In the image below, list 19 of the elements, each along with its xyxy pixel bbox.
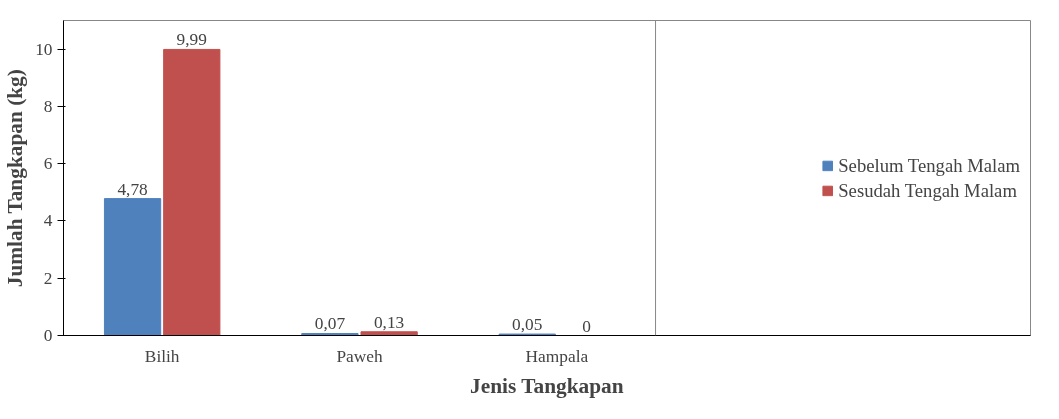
- legend-label: Sebelum Tengah Malam: [838, 154, 1020, 176]
- x-tick-label: Bilih: [144, 346, 180, 366]
- legend-label: Sesudah Tengah Malam: [838, 179, 1017, 201]
- y-tick-label: 8: [43, 96, 53, 116]
- y-tick-label: 2: [43, 268, 53, 288]
- data-label: 0,13: [373, 312, 405, 332]
- data-label: 4,78: [117, 179, 148, 199]
- y-axis-title: Jumlah Tangkapan (kg): [3, 69, 28, 288]
- y-tick-label: 10: [35, 39, 53, 59]
- data-label: 0,05: [512, 315, 543, 335]
- data-label: 0,07: [314, 314, 346, 334]
- x-tick-label: Paweh: [336, 346, 383, 366]
- data-label: 9,99: [176, 30, 207, 50]
- y-tick-label: 0: [43, 326, 53, 345]
- x-axis-title: Jenis Tangkapan: [470, 373, 624, 398]
- x-tick-label: Hampala: [525, 346, 589, 366]
- data-label: 0: [582, 316, 591, 336]
- y-tick-label: 6: [43, 154, 53, 174]
- y-tick-label: 4: [43, 211, 53, 231]
